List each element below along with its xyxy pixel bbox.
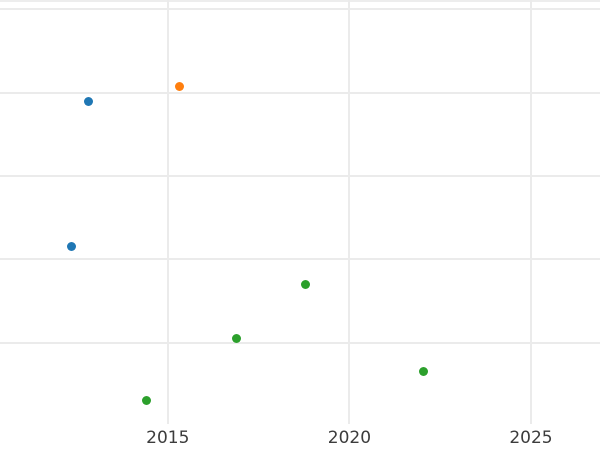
data-point-green bbox=[231, 334, 241, 344]
plot-area bbox=[0, 0, 600, 424]
x-tick-label-2020: 2020 bbox=[327, 428, 372, 448]
x-tick-label-2025: 2025 bbox=[509, 428, 553, 448]
vertical-gridline bbox=[166, 0, 169, 424]
x-axis-tick-labels: 2015 2020 2025 bbox=[0, 428, 600, 450]
data-point-blue bbox=[84, 96, 94, 106]
data-point-green bbox=[142, 395, 152, 405]
vertical-gridline bbox=[348, 0, 351, 424]
x-tick-label-2015: 2015 bbox=[146, 428, 190, 448]
horizontal-gridline bbox=[0, 341, 600, 344]
data-point-blue bbox=[67, 241, 77, 251]
horizontal-gridline bbox=[0, 258, 600, 261]
horizontal-gridline bbox=[0, 175, 600, 178]
data-point-orange bbox=[174, 81, 184, 91]
vertical-gridline bbox=[529, 0, 532, 424]
data-point-green bbox=[300, 279, 310, 289]
horizontal-gridline bbox=[0, 8, 600, 11]
data-point-green bbox=[419, 366, 429, 376]
horizontal-gridline bbox=[0, 91, 600, 94]
plot-top-edge-line bbox=[0, 0, 600, 2]
